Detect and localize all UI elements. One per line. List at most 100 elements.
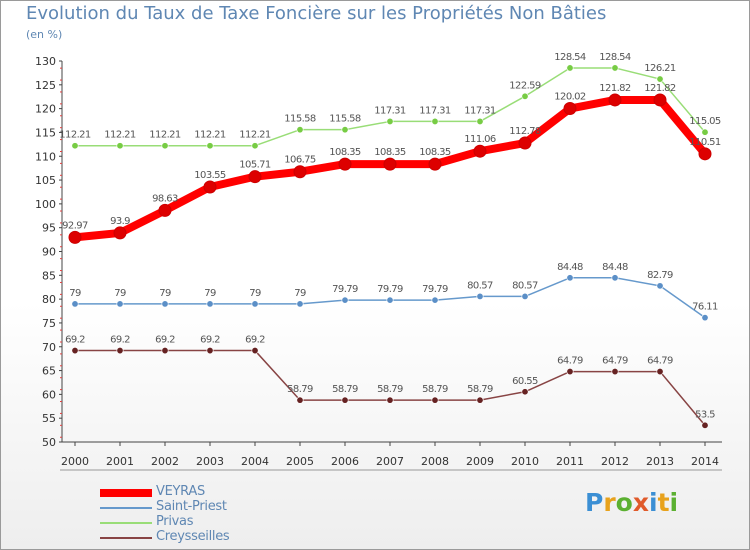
data-label: 58.79 <box>467 384 493 395</box>
data-label: 80.57 <box>467 280 493 291</box>
data-point <box>611 64 619 72</box>
x-tick-label: 2006 <box>331 455 359 468</box>
data-label: 79.79 <box>332 284 358 295</box>
legend-swatch-saint-priest <box>100 507 152 509</box>
data-label: 69.2 <box>110 335 130 346</box>
data-point <box>248 170 262 184</box>
data-point <box>383 157 397 171</box>
y-tick-label: 100 <box>35 198 56 211</box>
data-point <box>116 142 124 150</box>
data-label: 111.06 <box>464 134 496 145</box>
data-label: 58.79 <box>377 384 403 395</box>
data-label: 110.51 <box>689 137 721 148</box>
data-label: 64.79 <box>602 356 628 367</box>
data-point <box>116 347 124 355</box>
data-label: 120.02 <box>554 92 586 103</box>
data-label: 105.71 <box>239 160 271 171</box>
data-point <box>161 347 169 355</box>
data-point <box>158 203 172 217</box>
data-label: 69.2 <box>200 335 220 346</box>
data-point <box>566 64 574 72</box>
data-label: 117.31 <box>464 105 496 116</box>
data-label: 128.54 <box>554 52 586 63</box>
data-label: 79 <box>159 288 171 299</box>
data-label: 121.82 <box>599 83 631 94</box>
y-tick-label: 70 <box>42 341 56 354</box>
y-tick-label: 110 <box>35 150 56 163</box>
data-point <box>161 300 169 308</box>
data-point <box>68 230 82 244</box>
data-point <box>431 117 439 125</box>
x-tick-label: 2012 <box>601 455 629 468</box>
data-point <box>296 300 304 308</box>
data-label: 84.48 <box>557 262 583 273</box>
x-tick-label: 2000 <box>61 455 89 468</box>
data-point <box>116 300 124 308</box>
data-point <box>563 102 577 116</box>
y-tick-label: 90 <box>42 246 56 259</box>
data-point <box>656 75 664 83</box>
logo-letter: r <box>603 488 616 517</box>
data-point <box>341 296 349 304</box>
y-tick-label: 115 <box>35 126 56 139</box>
data-label: 108.35 <box>419 147 451 158</box>
data-point <box>251 347 259 355</box>
logo-letter: t <box>657 488 670 517</box>
y-tick-label: 120 <box>35 103 56 116</box>
data-label: 92.97 <box>62 220 88 231</box>
data-label: 128.54 <box>599 52 631 63</box>
x-tick-label: 2002 <box>151 455 179 468</box>
x-tick-label: 2011 <box>556 455 584 468</box>
data-point <box>203 180 217 194</box>
data-label: 69.2 <box>65 335 85 346</box>
data-point <box>113 226 127 240</box>
data-point <box>653 93 667 107</box>
data-label: 60.55 <box>512 376 538 387</box>
data-point <box>386 296 394 304</box>
y-tick-label: 85 <box>42 269 56 282</box>
data-label: 84.48 <box>602 262 628 273</box>
data-point <box>251 142 259 150</box>
legend-swatch-veyras <box>100 489 152 497</box>
x-tick-label: 2013 <box>646 455 674 468</box>
data-label: 117.31 <box>419 105 451 116</box>
data-point <box>473 144 487 158</box>
data-point <box>296 396 304 404</box>
data-point <box>701 421 709 429</box>
logo-letter: P <box>585 488 604 517</box>
data-label: 93.9 <box>110 216 130 227</box>
x-tick-label: 2007 <box>376 455 404 468</box>
x-tick-label: 2004 <box>241 455 269 468</box>
data-label: 82.79 <box>647 270 673 281</box>
data-label: 103.55 <box>194 170 226 181</box>
legend-label: Saint-Priest <box>156 499 227 514</box>
data-label: 64.79 <box>557 356 583 367</box>
data-label: 58.79 <box>332 384 358 395</box>
data-label: 79 <box>114 288 126 299</box>
data-point <box>701 128 709 136</box>
data-point <box>476 396 484 404</box>
chart-legend: VEYRAS Saint-Priest Privas Creysseilles <box>100 484 320 545</box>
logo-letter: o <box>615 488 633 517</box>
data-point <box>296 126 304 134</box>
data-point <box>341 396 349 404</box>
data-point <box>611 274 619 282</box>
data-point <box>656 282 664 290</box>
y-tick-label: 50 <box>42 436 56 449</box>
data-point <box>476 292 484 300</box>
data-point <box>608 93 622 107</box>
data-label: 112.21 <box>194 130 226 141</box>
y-tick-label: 55 <box>42 412 56 425</box>
legend-label: Privas <box>156 514 194 529</box>
data-label: 121.82 <box>644 83 676 94</box>
data-point <box>431 396 439 404</box>
legend-swatch-privas <box>100 522 152 524</box>
data-label: 117.31 <box>374 105 406 116</box>
data-point <box>338 157 352 171</box>
data-point <box>71 142 79 150</box>
data-label: 112.21 <box>149 130 181 141</box>
x-tick-label: 2014 <box>691 455 719 468</box>
data-label: 79 <box>69 288 81 299</box>
